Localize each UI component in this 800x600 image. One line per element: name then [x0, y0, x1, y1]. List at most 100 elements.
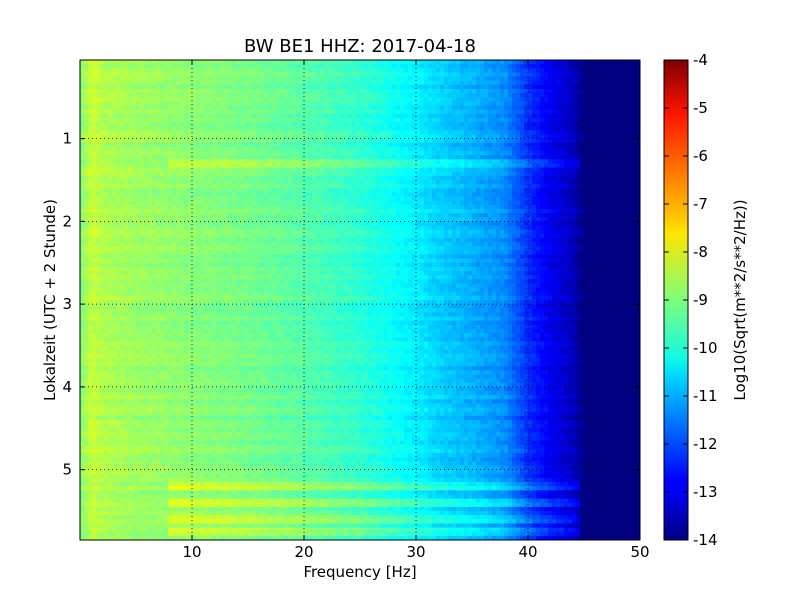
heatmap-cell — [564, 93, 569, 98]
heatmap-cell — [408, 188, 413, 194]
heatmap-cell — [508, 130, 513, 136]
heatmap-cell — [120, 192, 125, 198]
heatmap-cell — [416, 159, 421, 165]
heatmap-cell — [584, 138, 589, 144]
heatmap-cell — [448, 80, 453, 86]
heatmap-cell — [576, 138, 581, 144]
heatmap-cell — [388, 134, 393, 140]
heatmap-cell — [564, 72, 569, 78]
heatmap-cell — [348, 134, 353, 140]
heatmap-cell — [328, 196, 333, 202]
heatmap-cell — [520, 117, 525, 123]
heatmap-cell — [440, 134, 445, 140]
heatmap-cell — [440, 101, 445, 107]
heatmap-cell — [216, 76, 221, 82]
heatmap-cell — [484, 60, 489, 65]
heatmap-cell — [260, 184, 265, 189]
heatmap-cell — [348, 184, 353, 189]
heatmap-cell — [416, 72, 421, 78]
heatmap-cell — [196, 180, 201, 185]
heatmap-cell — [364, 188, 369, 194]
heatmap-cell — [408, 163, 413, 169]
heatmap-cell — [332, 84, 337, 90]
heatmap-cell — [272, 72, 277, 78]
heatmap-cell — [316, 60, 321, 65]
heatmap-cell — [308, 122, 313, 127]
heatmap-cell — [616, 113, 621, 119]
heatmap-cell — [124, 167, 129, 173]
heatmap-cell — [416, 142, 421, 148]
heatmap-cell — [152, 151, 157, 156]
heatmap-cell — [488, 155, 493, 160]
heatmap-cell — [404, 60, 409, 65]
heatmap-cell — [300, 84, 305, 90]
heatmap-cell — [232, 68, 237, 74]
heatmap-cell — [112, 64, 117, 69]
heatmap-cell — [504, 80, 509, 86]
heatmap-cell — [412, 151, 417, 156]
heatmap-cell — [604, 167, 609, 173]
heatmap-cell — [464, 117, 469, 123]
heatmap-cell — [276, 196, 281, 202]
heatmap-cell — [512, 155, 517, 160]
heatmap-cell — [504, 88, 509, 94]
heatmap-cell — [488, 117, 493, 123]
heatmap-cell — [428, 64, 433, 69]
heatmap-cell — [408, 88, 413, 94]
heatmap-cell — [536, 159, 541, 165]
heatmap-cell — [140, 117, 145, 123]
heatmap-cell — [528, 105, 533, 111]
heatmap-cell — [224, 88, 229, 94]
heatmap-cell — [124, 68, 129, 74]
heatmap-cell — [264, 134, 269, 140]
heatmap-cell — [420, 188, 425, 194]
heatmap-cell — [188, 80, 193, 86]
heatmap-cell — [352, 188, 357, 194]
heatmap-cell — [360, 146, 365, 152]
heatmap-cell — [508, 188, 513, 194]
heatmap-cell — [184, 88, 189, 94]
heatmap-cell — [484, 196, 489, 202]
heatmap-cell — [336, 93, 341, 98]
heatmap-cell — [384, 155, 389, 160]
heatmap-cell — [140, 204, 145, 210]
heatmap-cell — [556, 97, 561, 102]
heatmap-cell — [224, 101, 229, 107]
heatmap-cell — [588, 142, 593, 148]
heatmap-cell — [432, 97, 437, 102]
heatmap-cell — [352, 72, 357, 78]
heatmap-cell — [152, 84, 157, 90]
heatmap-cell — [636, 146, 640, 152]
heatmap-cell — [388, 113, 393, 119]
heatmap-cell — [184, 80, 189, 86]
heatmap-cell — [272, 138, 277, 144]
heatmap-cell — [612, 101, 617, 107]
heatmap-cell — [424, 88, 429, 94]
heatmap-cell — [352, 159, 357, 165]
heatmap-cell — [204, 126, 209, 131]
heatmap-cell — [408, 84, 413, 90]
heatmap-cell — [124, 151, 129, 156]
heatmap-cell — [204, 184, 209, 189]
heatmap-cell — [580, 192, 585, 198]
heatmap-cell — [564, 130, 569, 136]
heatmap-cell — [624, 101, 629, 107]
heatmap-cell — [208, 204, 213, 210]
heatmap-cell — [628, 97, 633, 102]
heatmap-cell — [284, 142, 289, 148]
heatmap-cell — [340, 88, 345, 94]
heatmap-cell — [476, 159, 481, 165]
heatmap-cell — [160, 126, 165, 131]
heatmap-cell — [572, 134, 577, 140]
heatmap-cell — [488, 130, 493, 136]
heatmap-cell — [108, 109, 113, 115]
heatmap-cell — [312, 60, 317, 65]
heatmap-cell — [160, 113, 165, 119]
heatmap-cell — [264, 84, 269, 90]
heatmap-cell — [540, 130, 545, 136]
heatmap-cell — [284, 68, 289, 74]
heatmap-cell — [180, 105, 185, 111]
heatmap-cell — [92, 184, 97, 189]
heatmap-cell — [308, 60, 313, 65]
heatmap-cell — [220, 180, 225, 185]
